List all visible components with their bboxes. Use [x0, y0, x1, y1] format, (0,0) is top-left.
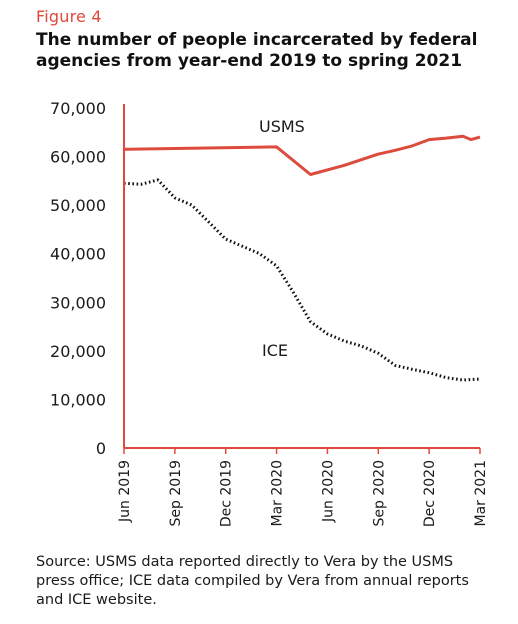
x-tick-label: Jun 2019: [117, 460, 133, 523]
usms-series-label: USMS: [259, 117, 305, 136]
x-tick-label: Mar 2021: [473, 460, 489, 527]
y-axis-ticks: 0 10,000 20,000 30,000 40,000 50,000 60,000 70,…: [50, 99, 106, 458]
y-tick-label: 70,000: [50, 99, 106, 118]
axes: [123, 104, 480, 449]
y-tick-label: 30,000: [50, 293, 106, 312]
x-tick-label: Dec 2019: [219, 460, 235, 527]
series-labels: USMS ICE: [259, 117, 305, 360]
source-note: Source: USMS data reported directly to V…: [36, 554, 469, 608]
line-chart: 0 10,000 20,000 30,000 40,000 50,000 60,000 70,…: [50, 99, 489, 527]
x-tick-label: Dec 2020: [422, 460, 438, 527]
x-tick-label: Sep 2019: [168, 460, 184, 526]
x-tick-label: Sep 2020: [371, 460, 387, 526]
usms-series-line: [123, 134, 481, 176]
x-tick-label: Mar 2020: [270, 460, 286, 527]
y-tick-label: 10,000: [50, 390, 106, 409]
y-tick-label: 20,000: [50, 342, 106, 361]
y-tick-label: 40,000: [50, 245, 106, 264]
y-tick-label: 0: [96, 439, 106, 458]
series-lines: [123, 134, 481, 382]
ice-series-label: ICE: [262, 341, 288, 360]
figure-label: Figure 4: [36, 7, 102, 26]
x-axis-ticks: Jun 2019 Sep 2019 Dec 2019 Mar 2020 Jun 2020…: [117, 448, 489, 527]
x-tick-label: Jun 2020: [320, 460, 336, 523]
y-tick-label: 50,000: [50, 196, 106, 215]
chart-title: The number of people incarcerated by fed…: [36, 30, 478, 71]
ice-series-line: [123, 178, 481, 382]
y-tick-label: 60,000: [50, 148, 106, 167]
